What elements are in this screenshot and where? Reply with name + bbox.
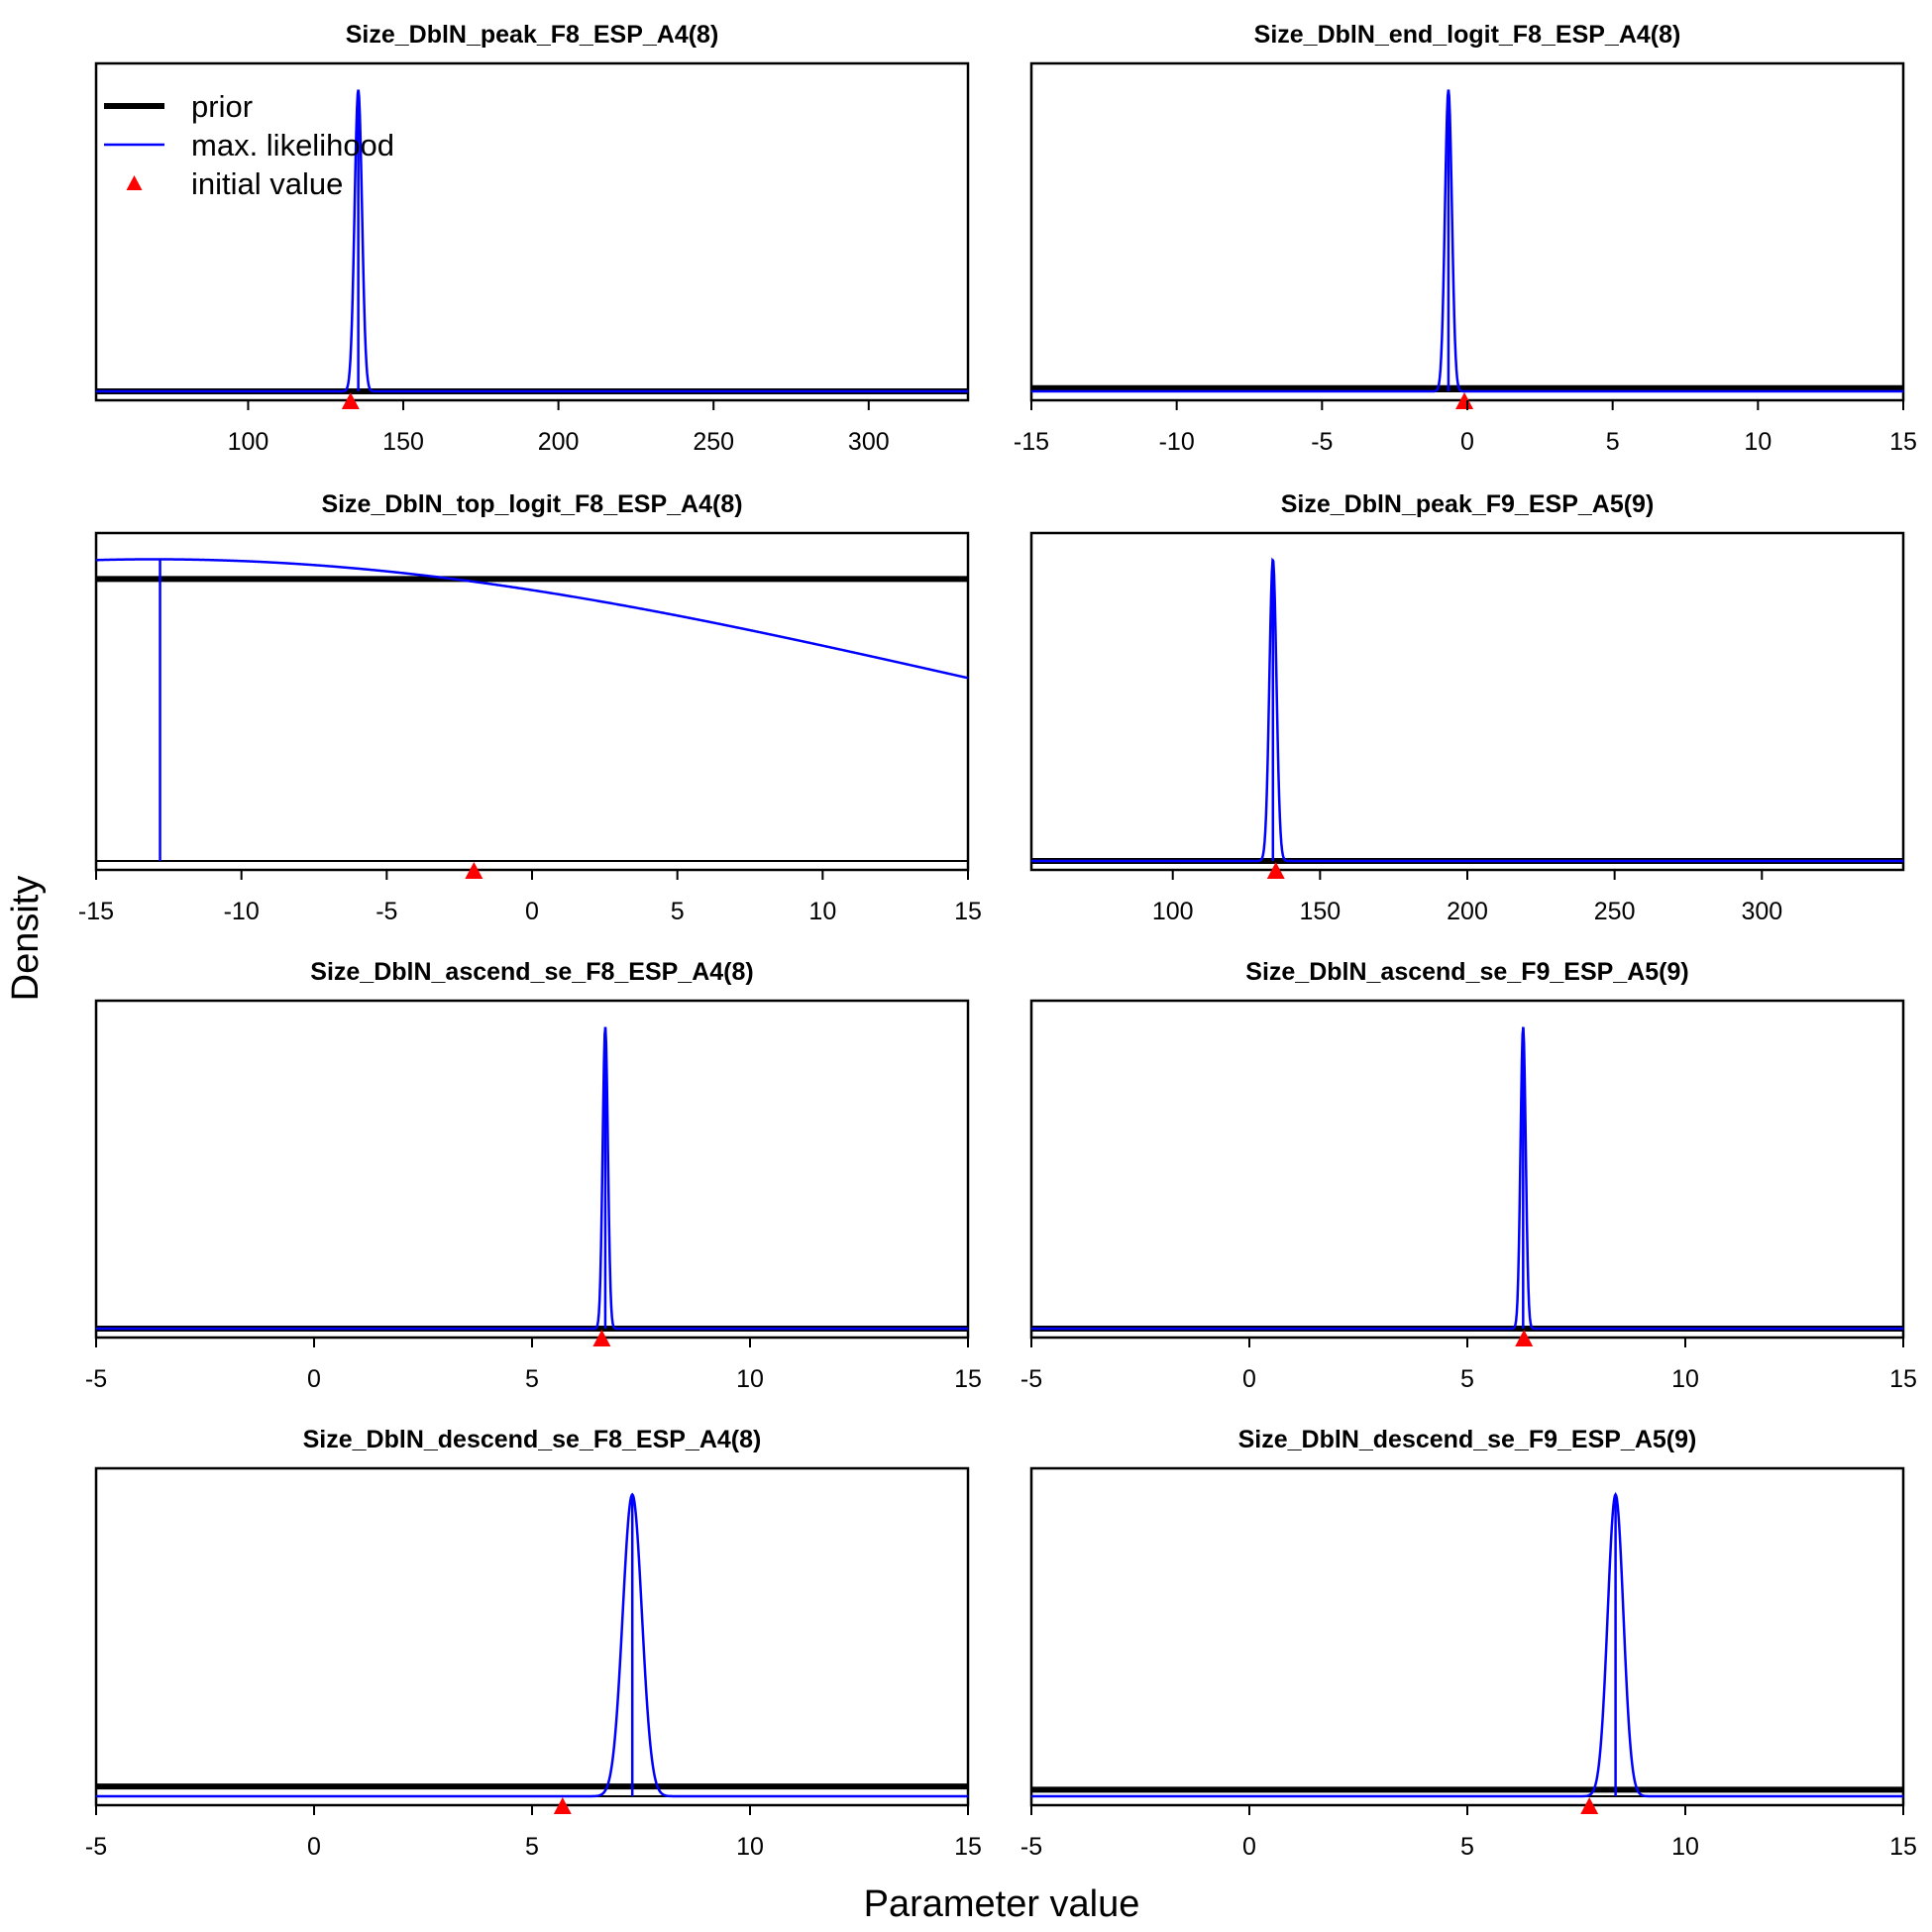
panel-title: Size_DblN_descend_se_F8_ESP_A4(8) xyxy=(303,1426,762,1453)
x-tick-label: 5 xyxy=(1460,1833,1474,1861)
x-tick-label: 250 xyxy=(1594,898,1636,925)
plot-frame xyxy=(1031,1001,1903,1338)
panel-title: Size_DblN_peak_F8_ESP_A4(8) xyxy=(346,21,719,49)
x-tick-label: 10 xyxy=(1671,1833,1699,1861)
x-tick-label: 0 xyxy=(1242,1365,1256,1393)
x-tick-label: 15 xyxy=(1889,1833,1917,1861)
x-tick-label: 5 xyxy=(671,898,685,925)
plot-area xyxy=(96,1494,968,1796)
x-tick-label: -15 xyxy=(78,898,114,925)
x-tick-label: 5 xyxy=(1606,428,1620,456)
plot-area xyxy=(1031,1026,1903,1329)
x-tick-label: 10 xyxy=(808,898,836,925)
x-tick-label: 0 xyxy=(307,1365,321,1393)
legend-label: prior xyxy=(191,89,253,124)
x-tick-label: 300 xyxy=(848,428,890,456)
x-tick-label: 10 xyxy=(1744,428,1771,456)
x-tick-label: 10 xyxy=(736,1833,764,1861)
x-axis-title: Parameter value xyxy=(864,1883,1140,1925)
mle-curve xyxy=(96,1027,968,1329)
mle-curve xyxy=(1031,1494,1903,1796)
panels-group: Size_DblN_peak_F8_ESP_A4(8)100 150 200 250 3… xyxy=(78,21,1917,1861)
plot-area xyxy=(96,1026,968,1329)
x-tick-label: 15 xyxy=(1889,1365,1917,1393)
x-tick-label: -5 xyxy=(376,898,397,925)
x-tick-label: 5 xyxy=(1460,1365,1474,1393)
x-tick-label: 10 xyxy=(736,1365,764,1393)
plot-frame xyxy=(96,1468,968,1805)
panel-title: Size_DblN_ascend_se_F9_ESP_A5(9) xyxy=(1245,958,1688,986)
x-tick-label: -5 xyxy=(85,1365,107,1393)
x-tick-label: 200 xyxy=(538,428,580,456)
panel-4: Size_DblN_peak_F9_ESP_A5(9) 100 150 200 250 3… xyxy=(1031,490,1903,925)
legend-label: max. likelihood xyxy=(191,128,394,162)
panel-1: Size_DblN_peak_F8_ESP_A4(8) 100 150 200 250 3… xyxy=(96,21,968,456)
x-tick-label: 10 xyxy=(1671,1365,1699,1393)
x-tick-label: 0 xyxy=(1460,428,1474,456)
density-figure: Size_DblN_peak_F8_ESP_A4(8)100 150 200 250 3… xyxy=(0,0,1932,1932)
x-tick-label: -5 xyxy=(85,1833,107,1861)
panel-8: Size_DblN_descend_se_F9_ESP_A5(9) -5 0 5 10 1… xyxy=(1020,1426,1917,1861)
panel-title: Size_DblN_ascend_se_F8_ESP_A4(8) xyxy=(310,958,753,986)
panel-5: Size_DblN_ascend_se_F8_ESP_A4(8) -5 0 5 10 15 xyxy=(85,958,982,1393)
x-tick-label: -5 xyxy=(1020,1833,1042,1861)
x-tick-label: -15 xyxy=(1014,428,1049,456)
x-tick-label: -5 xyxy=(1020,1365,1042,1393)
x-tick-label: 15 xyxy=(954,1365,982,1393)
x-tick-label: 5 xyxy=(525,1365,539,1393)
legend-initial-swatch xyxy=(127,175,143,190)
x-tick-label: -10 xyxy=(224,898,260,925)
x-tick-label: 200 xyxy=(1447,898,1488,925)
x-tick-label: 15 xyxy=(1889,428,1917,456)
panel-title: Size_DblN_peak_F9_ESP_A5(9) xyxy=(1281,490,1655,518)
panel-title: Size_DblN_end_logit_F8_ESP_A4(8) xyxy=(1254,21,1681,49)
plot-area xyxy=(1031,89,1903,391)
mle-curve xyxy=(1031,89,1903,391)
panel-6: Size_DblN_ascend_se_F9_ESP_A5(9) -5 0 5 10 15 xyxy=(1020,958,1917,1393)
x-tick-label: 150 xyxy=(1299,898,1341,925)
mle-curve xyxy=(1031,1027,1903,1329)
x-tick-label: 100 xyxy=(1152,898,1194,925)
panel-3: Size_DblN_top_logit_F8_ESP_A4(8) -15 -10 -5… xyxy=(78,490,982,925)
x-tick-label: 5 xyxy=(525,1833,539,1861)
plot-frame xyxy=(96,533,968,870)
x-tick-label: -10 xyxy=(1159,428,1195,456)
x-tick-label: 250 xyxy=(693,428,734,456)
plot-frame xyxy=(1031,63,1903,400)
panel-title: Size_DblN_top_logit_F8_ESP_A4(8) xyxy=(321,490,742,518)
x-tick-label: 0 xyxy=(307,1833,321,1861)
x-tick-label: -5 xyxy=(1311,428,1333,456)
plot-area xyxy=(1031,559,1903,861)
plot-frame xyxy=(1031,1468,1903,1805)
x-tick-label: 15 xyxy=(954,898,982,925)
x-tick-label: 0 xyxy=(1242,1833,1256,1861)
legend: prior max. likelihood initial value xyxy=(104,89,394,201)
mle-curve xyxy=(96,1494,968,1796)
x-tick-label: 0 xyxy=(525,898,539,925)
plot-area xyxy=(1031,1494,1903,1796)
mle-curve xyxy=(1031,561,1903,861)
x-tick-label: 100 xyxy=(228,428,269,456)
plot-area xyxy=(96,559,968,861)
y-axis-title: Density xyxy=(5,876,47,1002)
plot-frame xyxy=(1031,533,1903,870)
x-tick-label: 300 xyxy=(1741,898,1782,925)
panel-7: Size_DblN_descend_se_F8_ESP_A4(8) -5 0 5 10 1… xyxy=(85,1426,982,1861)
panel-2: Size_DblN_end_logit_F8_ESP_A4(8) -15 -10 -5… xyxy=(1014,21,1917,456)
plot-frame xyxy=(96,1001,968,1338)
x-tick-label: 150 xyxy=(382,428,424,456)
x-tick-label: 15 xyxy=(954,1833,982,1861)
panel-title: Size_DblN_descend_se_F9_ESP_A5(9) xyxy=(1238,1426,1697,1453)
legend-label: initial value xyxy=(191,166,343,201)
